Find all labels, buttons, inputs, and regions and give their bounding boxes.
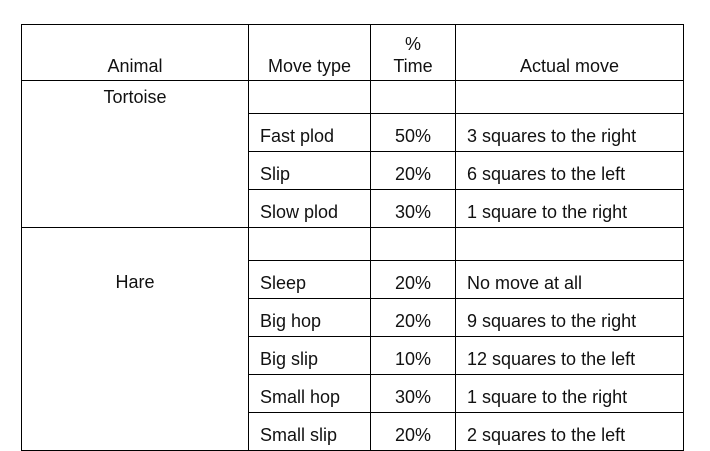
- actual-move-cell: 1 square to the right: [455, 374, 684, 413]
- percent-cell: 20%: [370, 151, 456, 190]
- animal-cell-hare: Hare: [21, 227, 249, 451]
- empty-cell: [370, 227, 456, 261]
- move-type-cell: Small hop: [248, 374, 371, 413]
- table-row: Slip 20% 6 squares to the left: [22, 151, 684, 190]
- empty-cell: [455, 80, 684, 114]
- percent-cell: 20%: [370, 260, 456, 299]
- empty-cell: [248, 227, 371, 261]
- move-type-cell: Slip: [248, 151, 371, 190]
- table-row: Big slip 10% 12 squares to the left: [22, 336, 684, 375]
- percent-cell: 20%: [370, 412, 456, 451]
- move-type-cell: Fast plod: [248, 113, 371, 152]
- actual-move-cell: No move at all: [455, 260, 684, 299]
- percent-cell: 50%: [370, 113, 456, 152]
- animal-cell-tortoise: Tortoise: [21, 80, 249, 228]
- movement-table: Animal Move type % Time Actual move Torto…: [21, 24, 684, 451]
- percent-cell: 30%: [370, 189, 456, 228]
- header-row: Animal Move type % Time Actual move: [21, 24, 684, 81]
- table-row: Sleep 20% No move at all: [22, 260, 684, 299]
- empty-cell: [248, 80, 371, 114]
- move-type-cell: Big slip: [248, 336, 371, 375]
- percent-cell: 20%: [370, 298, 456, 337]
- empty-cell: [455, 227, 684, 261]
- actual-move-cell: 9 squares to the right: [455, 298, 684, 337]
- table-row-tortoise-spacer: Tortoise: [21, 80, 684, 228]
- header-actual-move: Actual move: [455, 24, 684, 81]
- header-percent-time: % Time: [370, 24, 456, 81]
- empty-cell: [370, 80, 456, 114]
- table-row: Slow plod 30% 1 square to the right: [22, 189, 684, 228]
- percent-cell: 10%: [370, 336, 456, 375]
- movement-table-container: Animal Move type % Time Actual move Torto…: [21, 24, 684, 451]
- percent-cell: 30%: [370, 374, 456, 413]
- header-time: Time: [393, 56, 433, 76]
- header-animal: Animal: [21, 24, 249, 81]
- table-row-hare-spacer: Hare: [21, 227, 684, 451]
- table-row: Small hop 30% 1 square to the right: [22, 374, 684, 413]
- table-row: Big hop 20% 9 squares to the right: [22, 298, 684, 337]
- move-type-cell: Slow plod: [248, 189, 371, 228]
- move-type-cell: Sleep: [248, 260, 371, 299]
- header-percent-symbol: %: [404, 34, 421, 54]
- header-move-type: Move type: [248, 24, 371, 81]
- actual-move-cell: 6 squares to the left: [455, 151, 684, 190]
- actual-move-cell: 2 squares to the left: [455, 412, 684, 451]
- move-type-cell: Small slip: [248, 412, 371, 451]
- table-row: Fast plod 50% 3 squares to the right: [22, 113, 684, 152]
- actual-move-cell: 3 squares to the right: [455, 113, 684, 152]
- actual-move-cell: 12 squares to the left: [455, 336, 684, 375]
- move-type-cell: Big hop: [248, 298, 371, 337]
- actual-move-cell: 1 square to the right: [455, 189, 684, 228]
